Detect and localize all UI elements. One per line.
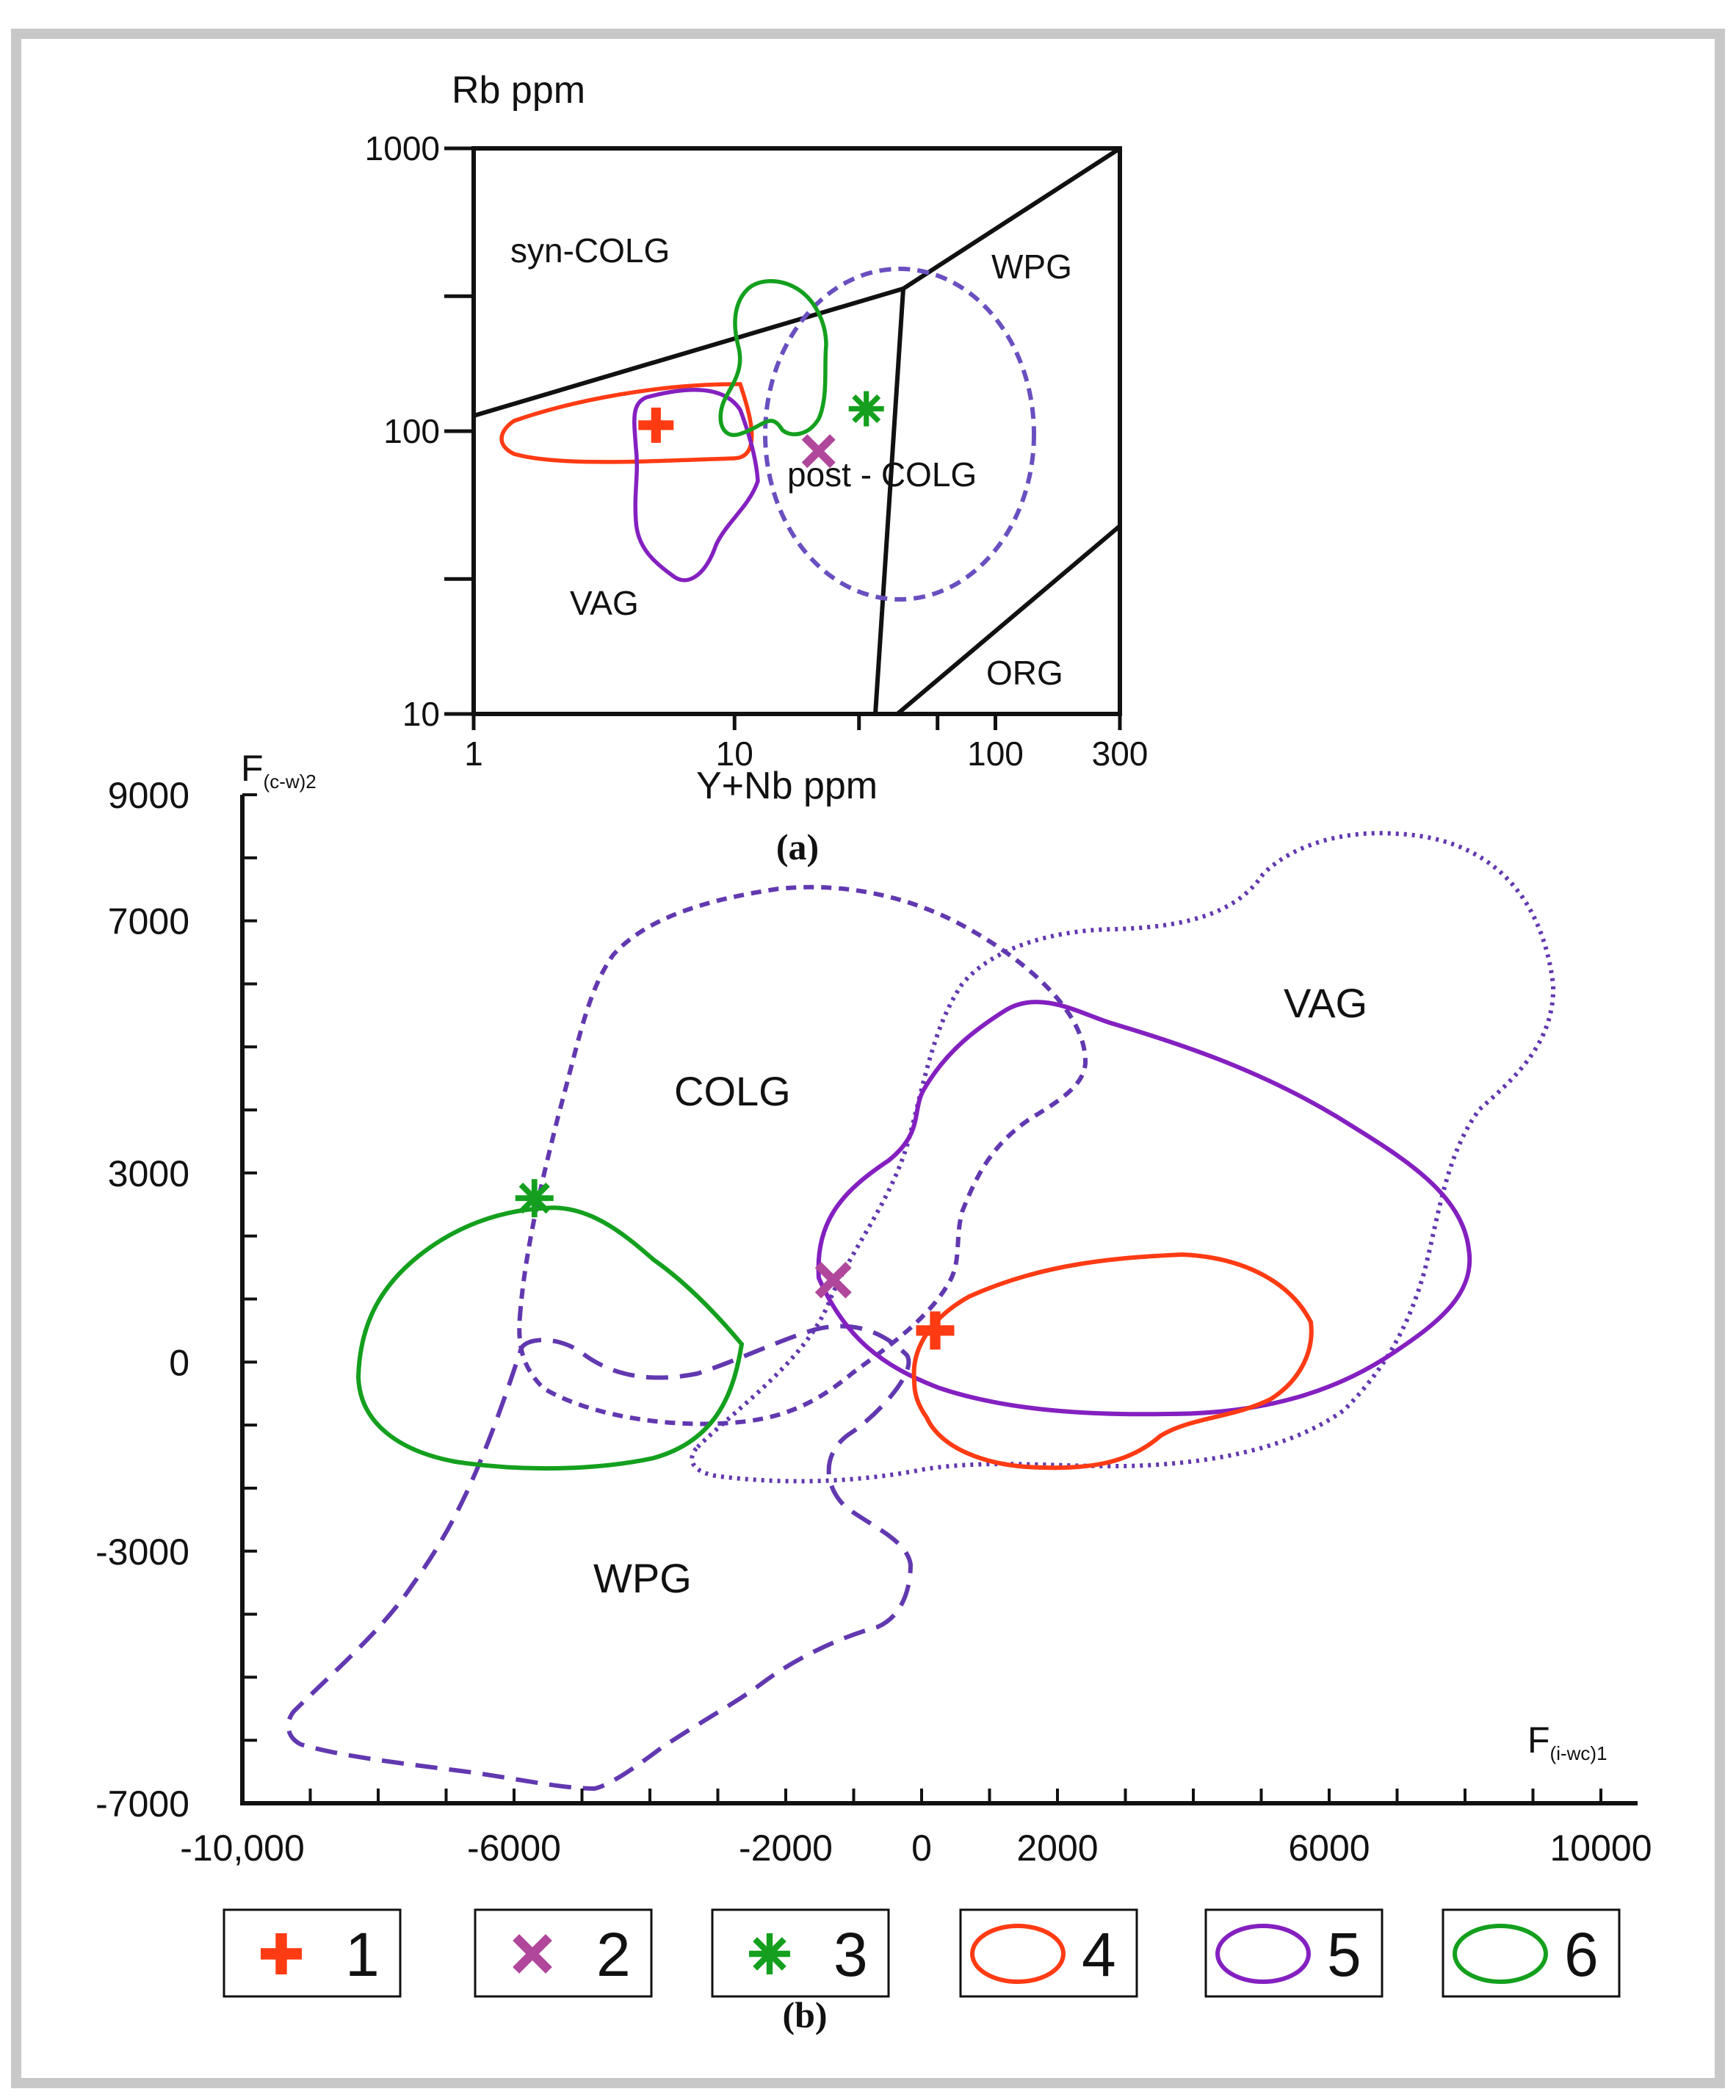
legend-item-2: 2 — [474, 1908, 653, 1998]
chart-b-vag-field — [690, 831, 1556, 1484]
chart-a-caption: (a) — [776, 826, 819, 867]
legend-loop-5 — [1215, 1924, 1311, 1984]
legend-label: 6 — [1564, 1920, 1599, 1989]
chart-b-field-wpg: WPG — [593, 1555, 692, 1601]
chart-a-point-2 — [801, 434, 836, 469]
chart-b-x-tick-label: -10,000 — [180, 1827, 305, 1869]
chart-b-xlabel-sub: (i-wc)1 — [1550, 1742, 1607, 1764]
chart-b-x-tick-label: 2000 — [1016, 1827, 1098, 1869]
legend-box — [1442, 1908, 1621, 1998]
chart-b-xlabel: F(i-wc)1 — [1527, 1720, 1607, 1764]
chart-a-x-tick-label: 10 — [716, 735, 753, 773]
chart-b-y-tick-label: -7000 — [95, 1783, 189, 1825]
chart-b-contour-4 — [911, 1252, 1314, 1471]
chart-b-ylabel-sub: (c-w)2 — [264, 771, 317, 793]
legend-box — [959, 1908, 1138, 1998]
chart-b-wpg-field — [286, 1324, 914, 1792]
chart-a-xlabel: Y+Nb ppm — [696, 765, 878, 807]
legend-item-4: 4 — [959, 1908, 1138, 1998]
chart-a-y-tick-label: 10 — [402, 695, 440, 733]
chart-b-ylabel-main: F — [241, 748, 264, 789]
chart-a-contour-4 — [499, 382, 754, 464]
legend-label: 3 — [833, 1920, 868, 1989]
chart-a-ylabel: Rb ppm — [452, 69, 585, 112]
legend-label: 4 — [1082, 1920, 1116, 1989]
chart-b-y-tick-label: 9000 — [108, 775, 189, 816]
legend-symbol-1 — [261, 1933, 302, 1974]
chart-b-caption: (b) — [782, 1994, 827, 2035]
chart-a-point-1 — [638, 407, 674, 443]
chart-b-x-tick-label: 6000 — [1288, 1827, 1370, 1869]
chart-a-points — [638, 391, 884, 469]
chart-a-field-org: ORG — [986, 654, 1063, 692]
legend-item-6: 6 — [1442, 1908, 1621, 1998]
chart-a-field-vag: VAG — [570, 584, 639, 622]
chart-a-axes: 1 10 100 300 10 100 1000 — [365, 129, 1149, 773]
chart-b-axes: -10,000 -6000 -2000 0 2000 6000 10000 9000 7000 3… — [95, 775, 1652, 1869]
legend-box — [474, 1908, 653, 1998]
legend-loop-4 — [970, 1924, 1066, 1984]
legend-item-3: 3 — [711, 1908, 890, 1998]
chart-b-y-tick-label: -3000 — [95, 1531, 189, 1573]
chart-a-field-wpg: WPG — [991, 248, 1072, 286]
chart-b-x-tick-label: 0 — [911, 1827, 932, 1869]
chart-b-y-tick-label: 7000 — [108, 901, 189, 942]
legend-item-5: 5 — [1204, 1908, 1384, 1998]
chart-b-point-2 — [814, 1261, 852, 1299]
chart-b-colg-field — [517, 884, 1088, 1426]
chart-b-contour-5 — [816, 1000, 1472, 1417]
chart-a-field-syn-colg: syn-COLG — [510, 231, 670, 270]
legend-item-1: 1 — [223, 1908, 402, 1998]
chart-b-point-3 — [515, 1179, 554, 1218]
chart-a-contour-5 — [632, 387, 760, 582]
chart-b-x-tick-label: -2000 — [739, 1827, 833, 1869]
legend-box — [1204, 1908, 1384, 1998]
legend: 1 2 3 4 5 6 — [223, 1908, 1621, 1998]
legend-label: 1 — [345, 1920, 380, 1989]
outer-frame — [11, 29, 1725, 2088]
chart-a-boundary-org — [896, 524, 1121, 716]
chart-a-post-colg-field — [763, 267, 1036, 602]
chart-a-point-3 — [848, 391, 884, 427]
chart-b: COLG VAG WPG F(c-w)2 F(i-wc)1 -10,000 -60… — [95, 748, 1652, 1869]
legend-label: 5 — [1327, 1920, 1361, 1989]
legend-box — [711, 1908, 890, 1998]
chart-a-x-tick-label: 100 — [967, 735, 1024, 773]
chart-a-x-tick-label: 300 — [1092, 735, 1149, 773]
chart-b-point-1 — [916, 1311, 955, 1350]
chart-b-points — [515, 1179, 955, 1350]
chart-b-y-tick-label: 0 — [169, 1342, 189, 1383]
chart-b-field-vag: VAG — [1284, 980, 1367, 1026]
legend-symbol-3 — [749, 1933, 790, 1974]
legend-symbol-2 — [513, 1934, 552, 1974]
chart-a: syn-COLG WPG post - COLG VAG ORG Rb ppm … — [365, 69, 1149, 867]
chart-a-x-tick-label: 1 — [464, 735, 483, 773]
legend-box — [223, 1908, 402, 1998]
legend-label: 2 — [596, 1920, 631, 1989]
chart-a-field-post-colg: post - COLG — [787, 455, 977, 494]
chart-a-contour-6 — [718, 279, 828, 437]
chart-b-contour-6 — [355, 1205, 745, 1471]
chart-b-ylabel: F(c-w)2 — [241, 748, 317, 793]
chart-a-boundary-vag-wpg — [873, 288, 905, 715]
chart-b-xlabel-main: F — [1527, 1720, 1550, 1761]
chart-b-x-tick-label: 10000 — [1549, 1827, 1652, 1869]
chart-a-y-tick-label: 1000 — [365, 129, 440, 167]
chart-b-field-colg: COLG — [674, 1068, 791, 1114]
chart-b-y-tick-label: 3000 — [108, 1153, 189, 1194]
chart-b-x-tick-label: -6000 — [467, 1827, 561, 1869]
legend-loop-6 — [1453, 1924, 1548, 1984]
chart-a-y-tick-label: 100 — [383, 412, 440, 450]
